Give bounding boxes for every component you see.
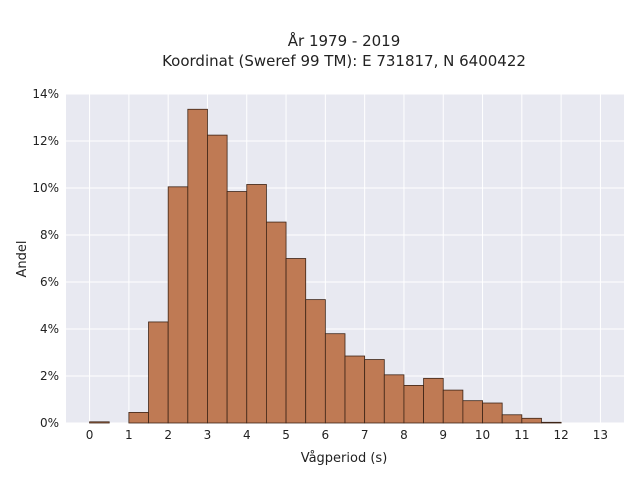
x-tick-label: 6 [322,428,330,442]
histogram-bar [403,384,424,424]
x-tick-label: 2 [164,428,172,442]
x-tick-label: 3 [204,428,212,442]
x-tick-label: 0 [86,428,94,442]
histogram-bar [364,359,385,424]
histogram-bar [187,108,208,424]
histogram-bar [305,299,326,424]
x-tick-label: 13 [593,428,608,442]
y-axis-label: Andel [15,241,30,278]
histogram-bar [501,414,523,424]
x-tick-label: 7 [361,428,369,442]
histogram-bar [442,389,464,424]
histogram-bar [226,191,248,424]
histogram-bar [285,258,307,424]
x-tick-label: 1 [125,428,133,442]
y-tick-label: 0% [40,416,59,430]
histogram-bar [541,421,562,424]
y-tick-label: 6% [40,275,59,289]
histogram-bar [246,184,267,424]
histogram-bar [128,412,149,424]
histogram-bar [521,417,542,424]
y-tick-label: 4% [40,322,59,336]
histogram-bar [266,221,287,424]
histogram-bar [89,421,110,424]
y-tick-label: 2% [40,369,59,383]
chart-title-line-1: År 1979 - 2019 [288,31,401,50]
y-tick-label: 12% [32,134,59,148]
histogram-bar [482,402,503,424]
histogram-bar [167,186,189,424]
y-tick-label: 10% [32,181,59,195]
y-tick-label: 8% [40,228,59,242]
histogram-bar [207,134,228,424]
x-tick-label: 8 [400,428,408,442]
x-tick-labels: 0 1 2 3 4 5 6 7 8 9 10 11 12 13 [86,428,608,442]
y-tick-label: 14% [32,87,59,101]
y-tick-labels: 0% 2% 4% 6% 8% 10% 12% 14% [32,87,59,430]
histogram-bar [423,377,444,424]
histogram-bars [89,108,562,424]
histogram-bar [462,400,483,424]
histogram-bar [383,374,405,424]
histogram-bar [324,333,346,424]
x-tick-label: 10 [475,428,490,442]
x-tick-label: 9 [439,428,447,442]
histogram-bar [344,355,366,424]
x-axis-label: Vågperiod (s) [301,451,388,466]
x-tick-label: 11 [514,428,529,442]
chart-title-line-2: Koordinat (Sweref 99 TM): E 731817, N 64… [162,52,526,70]
x-tick-label: 12 [553,428,568,442]
x-tick-label: 5 [282,428,290,442]
histogram-bar [148,321,169,424]
x-tick-label: 4 [243,428,251,442]
